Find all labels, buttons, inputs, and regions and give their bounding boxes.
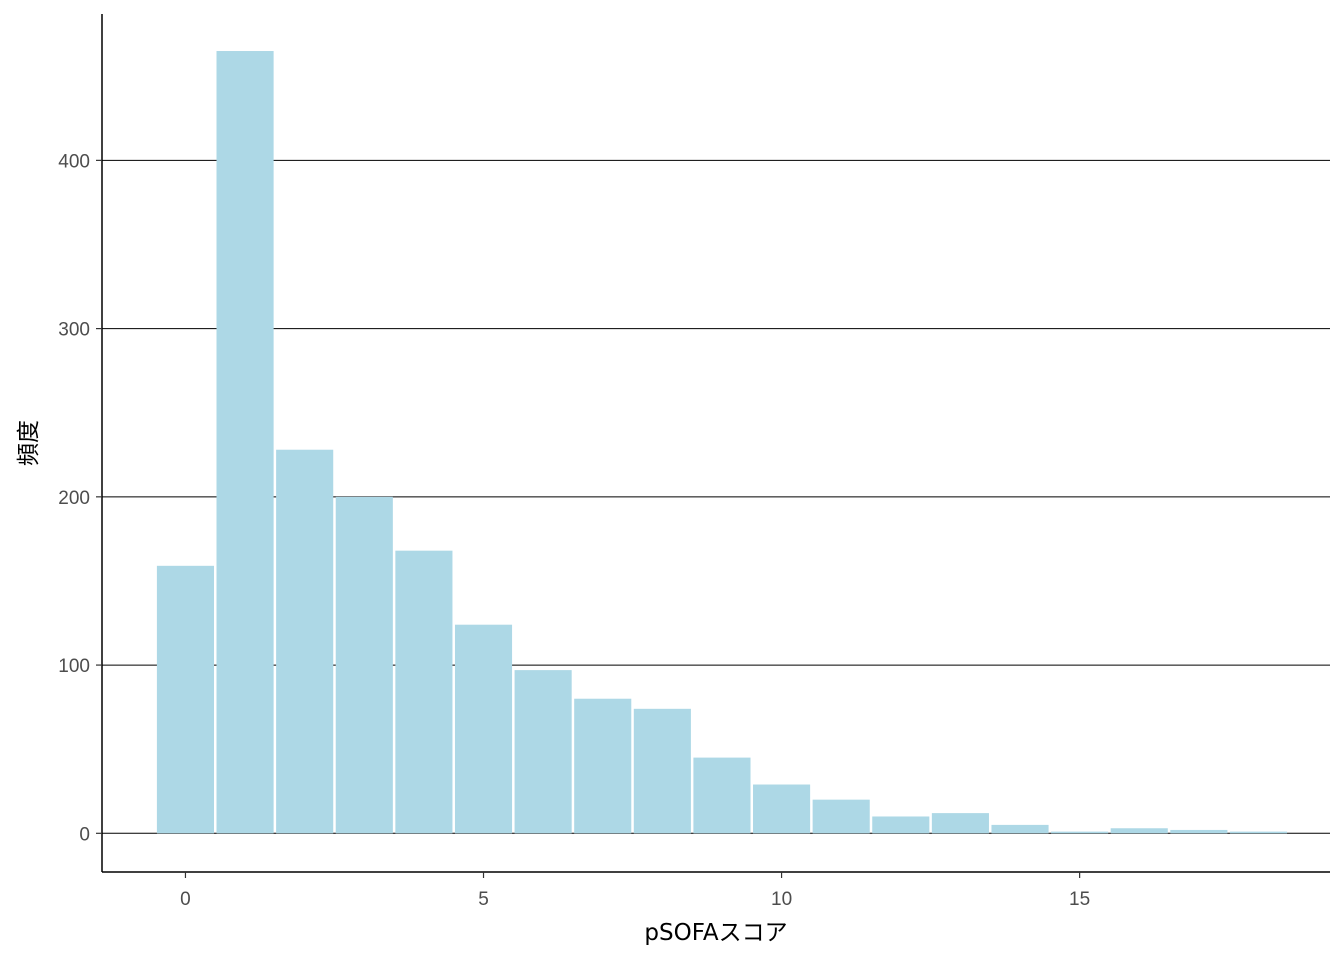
bar-7: [574, 698, 632, 834]
bar-16: [1110, 828, 1168, 834]
y-tick-label-100: 100: [58, 656, 90, 677]
bar-13: [931, 813, 989, 834]
bar-12: [872, 816, 930, 834]
bar-11: [812, 799, 870, 834]
bar-17: [1170, 829, 1228, 834]
x-ticks: 0 5 10 15: [180, 872, 1090, 910]
x-axis-title: pSOFAスコア: [644, 920, 787, 946]
y-tick-label-300: 300: [58, 320, 90, 341]
x-tick-label-15: 15: [1069, 889, 1090, 910]
bar-8: [633, 708, 691, 834]
y-tick-label-400: 400: [58, 151, 90, 172]
bar-6: [514, 670, 572, 834]
axes: [101, 14, 1330, 873]
bar-5: [454, 624, 513, 834]
bar-2: [276, 449, 334, 834]
bar-1: [216, 51, 274, 834]
bar-9: [693, 757, 751, 834]
x-tick-label-10: 10: [771, 889, 792, 910]
bar-0: [156, 565, 215, 834]
bar-4: [395, 550, 453, 834]
bar-10: [753, 784, 811, 834]
x-tick-label-0: 0: [180, 889, 191, 910]
y-tick-label-200: 200: [58, 488, 90, 509]
x-tick-label-5: 5: [478, 889, 489, 910]
bar-18: [1229, 831, 1288, 834]
bar-14: [991, 824, 1049, 834]
bar-15: [1051, 831, 1109, 834]
bars: [156, 51, 1288, 834]
y-tick-label-0: 0: [79, 824, 90, 845]
y-axis-title: 頻度: [16, 420, 42, 466]
bar-3: [335, 496, 393, 834]
y-ticks: 0 100 200 300 400: [58, 151, 102, 845]
